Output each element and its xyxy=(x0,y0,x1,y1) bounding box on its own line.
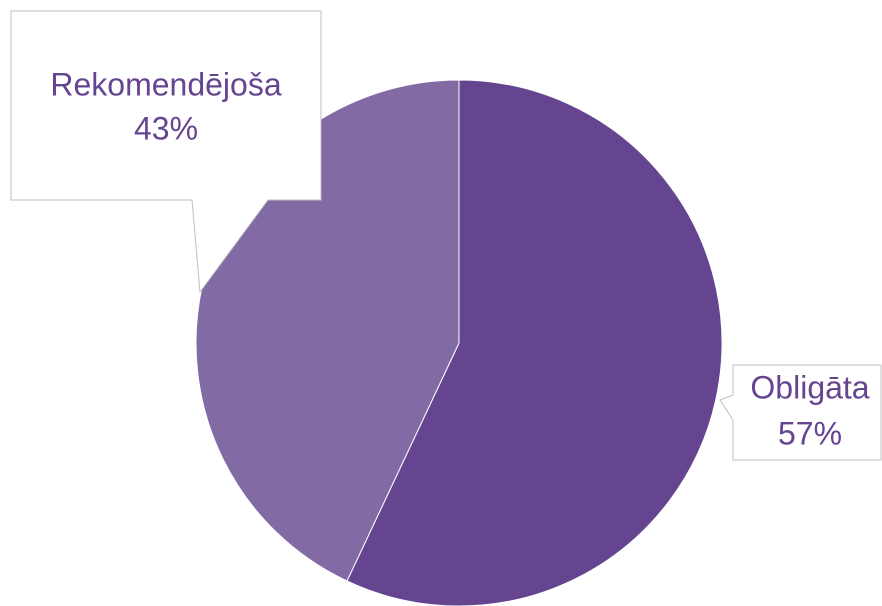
value-label: 57% xyxy=(778,415,842,451)
data-label-callout xyxy=(10,10,322,294)
data-label-callout xyxy=(719,364,882,461)
category-label: Obligāta xyxy=(750,369,869,405)
category-label: Rekomendējoša xyxy=(50,66,281,102)
pie-slice xyxy=(346,79,723,606)
value-label: 43% xyxy=(134,110,198,146)
